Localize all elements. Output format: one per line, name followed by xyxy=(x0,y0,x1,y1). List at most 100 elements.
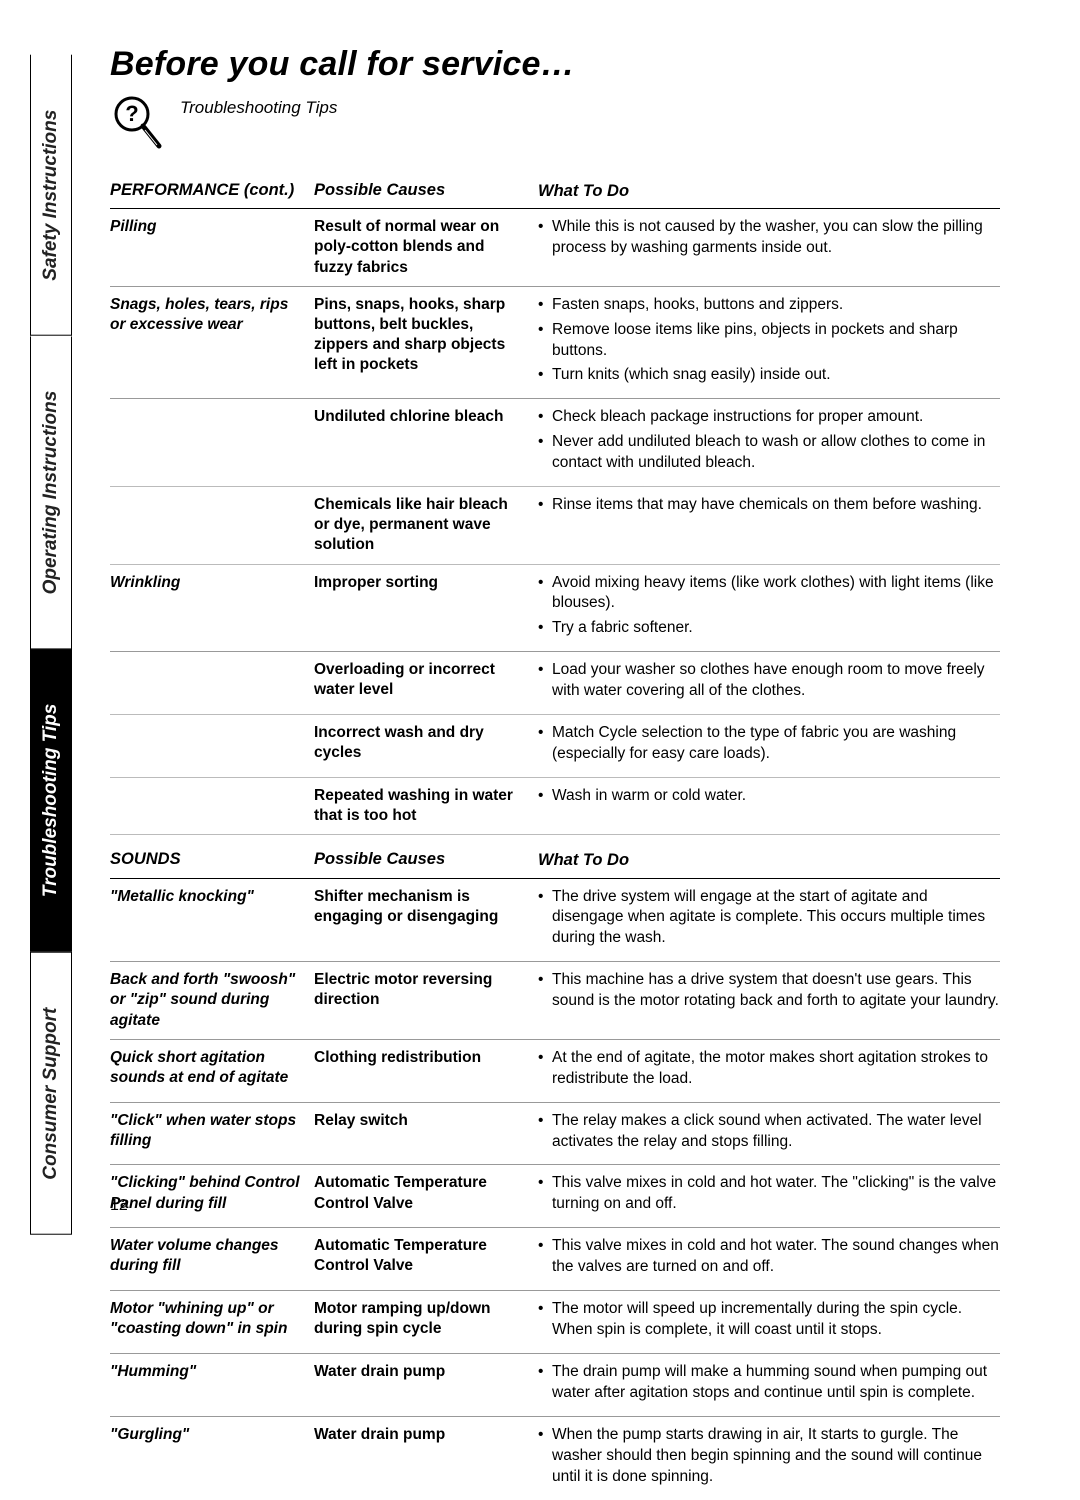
todo-item: Check bleach package instructions for pr… xyxy=(538,407,1000,428)
problem-cell: Quick short agitation sounds at end of a… xyxy=(110,1048,300,1088)
side-tabs: Safety Instructions Operating Instructio… xyxy=(30,55,72,1235)
todo-cell: Fasten snaps, hooks, buttons and zippers… xyxy=(538,295,1000,391)
cause-cell: Automatic Temperature Control Valve xyxy=(314,1236,524,1276)
col-header-problem: PERFORMANCE (cont.) xyxy=(110,180,300,201)
problem-cell: "Metallic knocking" xyxy=(110,887,300,907)
problem-cell: Motor "whining up" or "coasting down" in… xyxy=(110,1299,300,1339)
todo-item: The drain pump will make a humming sound… xyxy=(538,1362,1000,1404)
page-title: Before you call for service… xyxy=(110,45,1000,84)
todo-item: The relay makes a click sound when activ… xyxy=(538,1111,1000,1153)
problem-cell: Back and forth "swoosh" or "zip" sound d… xyxy=(110,970,300,1030)
col-header-todo: What To Do xyxy=(538,180,1000,202)
tab-consumer-support[interactable]: Consumer Support xyxy=(30,952,72,1235)
todo-item: While this is not caused by the washer, … xyxy=(538,217,1000,259)
table-row: Snags, holes, tears, rips or excessive w… xyxy=(110,287,1000,400)
todo-item: The motor will speed up incrementally du… xyxy=(538,1299,1000,1341)
table-row: Overloading or incorrect water level Load… xyxy=(110,652,1000,715)
table-row: Motor "whining up" or "coasting down" in… xyxy=(110,1291,1000,1354)
todo-cell: At the end of agitate, the motor makes s… xyxy=(538,1048,1000,1094)
table-row: Repeated washing in water that is too ho… xyxy=(110,778,1000,835)
problem-cell: "Humming" xyxy=(110,1362,300,1382)
tab-operating-instructions[interactable]: Operating Instructions xyxy=(30,336,72,649)
todo-item: This machine has a drive system that doe… xyxy=(538,970,1000,1012)
todo-item: Turn knits (which snag easily) inside ou… xyxy=(538,365,1000,386)
cause-cell: Water drain pump xyxy=(314,1425,524,1445)
todo-cell: The relay makes a click sound when activ… xyxy=(538,1111,1000,1157)
todo-cell: When the pump starts drawing in air, It … xyxy=(538,1425,1000,1492)
todo-item: Remove loose items like pins, objects in… xyxy=(538,320,1000,362)
manual-page: Safety Instructions Operating Instructio… xyxy=(0,0,1080,1397)
cause-cell: Electric motor reversing direction xyxy=(314,970,524,1010)
todo-item: Wash in warm or cold water. xyxy=(538,786,1000,807)
problem-cell: Wrinkling xyxy=(110,573,300,593)
todo-cell: This valve mixes in cold and hot water. … xyxy=(538,1173,1000,1219)
todo-cell: Avoid mixing heavy items (like work clot… xyxy=(538,573,1000,644)
tab-safety-instructions[interactable]: Safety Instructions xyxy=(30,55,72,336)
cause-cell: Repeated washing in water that is too ho… xyxy=(314,786,524,826)
todo-item: At the end of agitate, the motor makes s… xyxy=(538,1048,1000,1090)
page-content: Before you call for service… ? Troublesh… xyxy=(110,45,1000,1500)
todo-cell: The motor will speed up incrementally du… xyxy=(538,1299,1000,1345)
problem-cell: "Click" when water stops filling xyxy=(110,1111,300,1151)
tips-label: Troubleshooting Tips xyxy=(180,98,337,118)
todo-item: Match Cycle selection to the type of fab… xyxy=(538,723,1000,765)
table-row: "Humming" Water drain pump The drain pump … xyxy=(110,1354,1000,1417)
cause-cell: Relay switch xyxy=(314,1111,524,1131)
cause-cell: Result of normal wear on poly-cotton ble… xyxy=(314,217,524,277)
cause-cell: Undiluted chlorine bleach xyxy=(314,407,524,427)
tab-troubleshooting-tips[interactable]: Troubleshooting Tips xyxy=(30,649,72,952)
todo-item: Avoid mixing heavy items (like work clot… xyxy=(538,573,1000,615)
todo-cell: While this is not caused by the washer, … xyxy=(538,217,1000,263)
todo-item: Try a fabric softener. xyxy=(538,618,1000,639)
col-header-cause: Possible Causes xyxy=(314,180,524,201)
section-header: PERFORMANCE (cont.) Possible Causes What T… xyxy=(110,174,1000,209)
cause-cell: Shifter mechanism is engaging or disenga… xyxy=(314,887,524,927)
table-row: Quick short agitation sounds at end of a… xyxy=(110,1040,1000,1103)
tips-header: ? Troubleshooting Tips xyxy=(110,94,1000,152)
col-header-cause: Possible Causes xyxy=(314,849,524,870)
table-row: "Gurgling" Water drain pump When the pump … xyxy=(110,1417,1000,1500)
todo-cell: Check bleach package instructions for pr… xyxy=(538,407,1000,478)
todo-item: This valve mixes in cold and hot water. … xyxy=(538,1173,1000,1215)
problem-cell: "Gurgling" xyxy=(110,1425,300,1445)
section-header: SOUNDS Possible Causes What To Do xyxy=(110,843,1000,878)
problem-cell: "Clicking" behind Control Panel during f… xyxy=(110,1173,300,1213)
todo-item: Load your washer so clothes have enough … xyxy=(538,660,1000,702)
todo-item: This valve mixes in cold and hot water. … xyxy=(538,1236,1000,1278)
cause-cell: Improper sorting xyxy=(314,573,524,593)
table-row: Wrinkling Improper sorting Avoid mixing he… xyxy=(110,565,1000,653)
cause-cell: Overloading or incorrect water level xyxy=(314,660,524,700)
table-row: Incorrect wash and dry cycles Match Cycle… xyxy=(110,715,1000,778)
todo-cell: The drain pump will make a humming sound… xyxy=(538,1362,1000,1408)
cause-cell: Water drain pump xyxy=(314,1362,524,1382)
svg-text:?: ? xyxy=(125,101,138,126)
cause-cell: Chemicals like hair bleach or dye, perma… xyxy=(314,495,524,555)
troubleshooting-table: PERFORMANCE (cont.) Possible Causes What T… xyxy=(110,174,1000,1500)
problem-cell: Water volume changes during fill xyxy=(110,1236,300,1276)
cause-cell: Motor ramping up/down during spin cycle xyxy=(314,1299,524,1339)
todo-item: Rinse items that may have chemicals on t… xyxy=(538,495,1000,516)
cause-cell: Pins, snaps, hooks, sharp buttons, belt … xyxy=(314,295,524,376)
table-row: "Click" when water stops filling Relay sw… xyxy=(110,1103,1000,1166)
cause-cell: Automatic Temperature Control Valve xyxy=(314,1173,524,1213)
cause-cell: Incorrect wash and dry cycles xyxy=(314,723,524,763)
todo-cell: Rinse items that may have chemicals on t… xyxy=(538,495,1000,520)
table-row: "Clicking" behind Control Panel during f… xyxy=(110,1165,1000,1228)
cause-cell: Clothing redistribution xyxy=(314,1048,524,1068)
todo-cell: Match Cycle selection to the type of fab… xyxy=(538,723,1000,769)
table-row: Back and forth "swoosh" or "zip" sound d… xyxy=(110,962,1000,1039)
todo-cell: This machine has a drive system that doe… xyxy=(538,970,1000,1016)
col-header-todo: What To Do xyxy=(538,849,1000,871)
table-row: Pilling Result of normal wear on poly-cot… xyxy=(110,209,1000,286)
problem-cell: Snags, holes, tears, rips or excessive w… xyxy=(110,295,300,335)
magnifier-question-icon: ? xyxy=(110,94,164,152)
table-row: "Metallic knocking" Shifter mechanism is … xyxy=(110,879,1000,963)
todo-cell: Wash in warm or cold water. xyxy=(538,786,1000,811)
todo-item: Fasten snaps, hooks, buttons and zippers… xyxy=(538,295,1000,316)
table-row: Water volume changes during fill Automati… xyxy=(110,1228,1000,1291)
col-header-problem: SOUNDS xyxy=(110,849,300,870)
problem-cell: Pilling xyxy=(110,217,300,237)
todo-item: Never add undiluted bleach to wash or al… xyxy=(538,432,1000,474)
todo-item: When the pump starts drawing in air, It … xyxy=(538,1425,1000,1488)
todo-cell: Load your washer so clothes have enough … xyxy=(538,660,1000,706)
